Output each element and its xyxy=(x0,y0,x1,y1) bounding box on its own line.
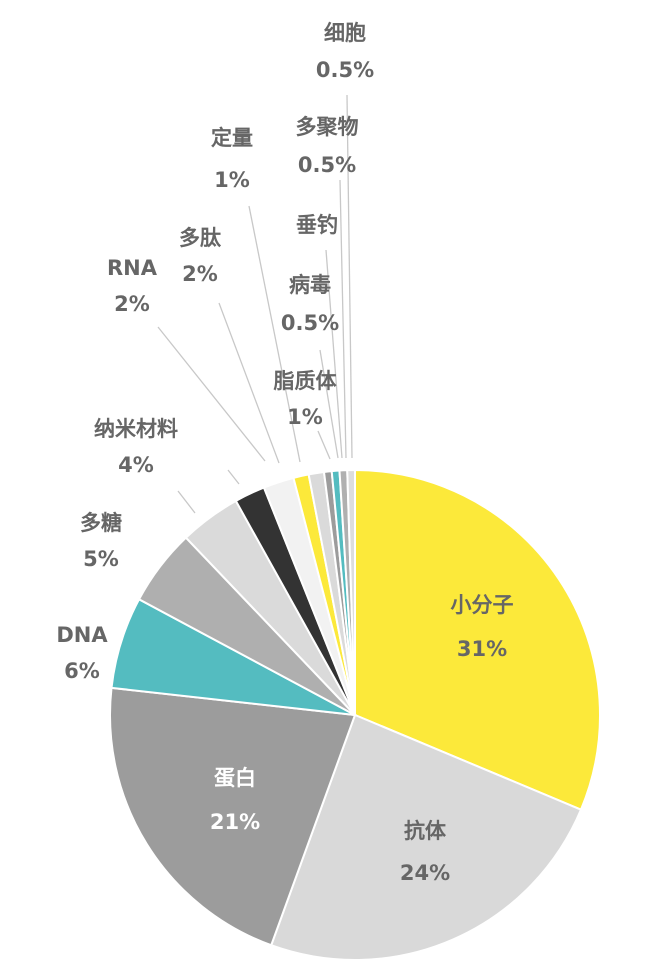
slice-name-label: 多聚物 xyxy=(296,115,359,139)
leader-line xyxy=(218,302,280,464)
slice-value-label: 4% xyxy=(118,453,154,477)
slice-name-label: 垂钓 xyxy=(296,213,338,237)
slice-value-label: 0.5% xyxy=(316,58,374,82)
pie-slice xyxy=(346,468,356,716)
leader-line xyxy=(346,94,353,459)
slice-name-label: 病毒 xyxy=(289,273,331,297)
leader-line xyxy=(317,430,331,460)
slice-value-label: 1% xyxy=(214,168,250,192)
pie-slice xyxy=(269,713,583,961)
leader-line xyxy=(248,205,301,463)
leader-line xyxy=(157,326,266,462)
slice-value-label: 2% xyxy=(182,262,218,286)
slice-name-label: 小分子 xyxy=(451,593,514,617)
slice-value-label: 6% xyxy=(64,659,100,683)
pie-slice xyxy=(109,686,357,947)
leader-lines xyxy=(157,94,353,514)
pie-slices xyxy=(109,468,601,961)
slice-name-label: 多糖 xyxy=(80,511,122,535)
slice-name-label: RNA xyxy=(107,256,158,280)
slice-value-label: 1% xyxy=(287,405,323,429)
slice-labels: 小分子 31% 抗体 24% 蛋白 21% DNA 6% 多糖 5% 纳米材料 4% RNA 2% 多肽 2%… xyxy=(56,21,513,885)
slice-value-label: 21% xyxy=(210,810,260,834)
slice-name-label: DNA xyxy=(56,623,108,647)
leader-line xyxy=(319,349,339,459)
leader-line xyxy=(177,490,196,514)
slice-value-label: 0.5% xyxy=(298,153,356,177)
slice-name-label: 定量 xyxy=(211,126,253,150)
slice-name-label: 脂质体 xyxy=(274,369,338,393)
slice-value-label: 31% xyxy=(457,637,507,661)
slice-value-label: 24% xyxy=(400,861,450,885)
slice-name-label: 细胞 xyxy=(324,21,366,45)
slice-value-label: 2% xyxy=(114,292,150,316)
leader-line xyxy=(339,179,347,459)
slice-name-label: 蛋白 xyxy=(214,766,256,790)
leader-line xyxy=(227,469,240,485)
slice-name-label: 纳米材料 xyxy=(94,417,178,441)
slice-name-label: 抗体 xyxy=(404,819,447,843)
slice-value-label: 0.5% xyxy=(281,311,339,335)
pie-slice xyxy=(354,468,601,811)
slice-name-label: 多肽 xyxy=(179,226,222,250)
leader-line xyxy=(325,249,343,459)
slice-value-label: 5% xyxy=(83,547,119,571)
